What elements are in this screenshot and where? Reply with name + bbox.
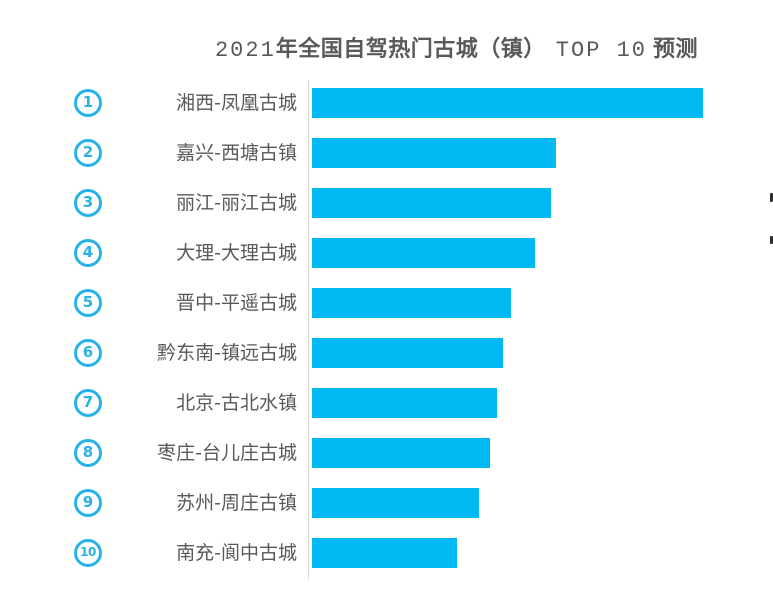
rank-badge: 3 xyxy=(74,189,102,217)
clipped-character-fragment xyxy=(770,236,773,244)
category-label: 枣庄-台儿庄古城 xyxy=(157,442,297,464)
rank-badge: 6 xyxy=(74,339,102,367)
chart-row: 10 南充-阆中古城 xyxy=(0,538,773,568)
chart-row: 4 大理-大理古城 xyxy=(0,238,773,268)
value-bar xyxy=(312,238,535,268)
chart-row: 5 晋中-平遥古城 xyxy=(0,288,773,318)
value-bar xyxy=(312,488,479,518)
chart-title: 2021年全国自驾热门古城（镇） TOP 10 预测 xyxy=(140,31,773,63)
value-bar xyxy=(312,338,503,368)
rank-badge: 10 xyxy=(74,539,102,567)
rank-badge: 1 xyxy=(74,89,102,117)
category-label: 黔东南-镇远古城 xyxy=(157,342,297,364)
chart-row: 6 黔东南-镇远古城 xyxy=(0,338,773,368)
rank-badge: 5 xyxy=(74,289,102,317)
value-bar xyxy=(312,138,556,168)
category-label: 苏州-周庄古镇 xyxy=(176,492,297,514)
rank-badge: 9 xyxy=(74,489,102,517)
value-bar xyxy=(312,88,703,118)
chart-row: 8 枣庄-台儿庄古城 xyxy=(0,438,773,468)
chart-row: 9 苏州-周庄古镇 xyxy=(0,488,773,518)
category-label: 大理-大理古城 xyxy=(176,242,297,264)
value-bar xyxy=(312,188,551,218)
rank-badge: 7 xyxy=(74,389,102,417)
title-suffix-text: 预测 xyxy=(653,37,699,62)
category-label: 丽江-丽江古城 xyxy=(176,192,297,214)
category-label: 湘西-凤凰古城 xyxy=(176,92,297,114)
category-axis-line xyxy=(308,80,309,579)
title-main-text: 年全国自驾热门古城（镇） xyxy=(275,37,546,62)
category-label: 晋中-平遥古城 xyxy=(176,292,297,314)
chart-row: 7 北京-古北水镇 xyxy=(0,388,773,418)
rank-badge: 2 xyxy=(74,139,102,167)
category-label: 嘉兴-西塘古镇 xyxy=(176,142,297,164)
clipped-character-fragment xyxy=(770,193,773,202)
value-bar xyxy=(312,538,457,568)
chart-row: 1 湘西-凤凰古城 xyxy=(0,88,773,118)
rank-badge: 4 xyxy=(74,239,102,267)
chart-row: 3 丽江-丽江古城 xyxy=(0,188,773,218)
category-label: 南充-阆中古城 xyxy=(176,542,297,564)
value-bar xyxy=(312,288,511,318)
value-bar xyxy=(312,438,490,468)
title-top10-text: TOP 10 xyxy=(555,38,648,63)
value-bar xyxy=(312,388,497,418)
rank-badge: 8 xyxy=(74,439,102,467)
title-year: 2021 xyxy=(214,38,276,63)
category-label: 北京-古北水镇 xyxy=(176,392,297,414)
chart-row: 2 嘉兴-西塘古镇 xyxy=(0,138,773,168)
